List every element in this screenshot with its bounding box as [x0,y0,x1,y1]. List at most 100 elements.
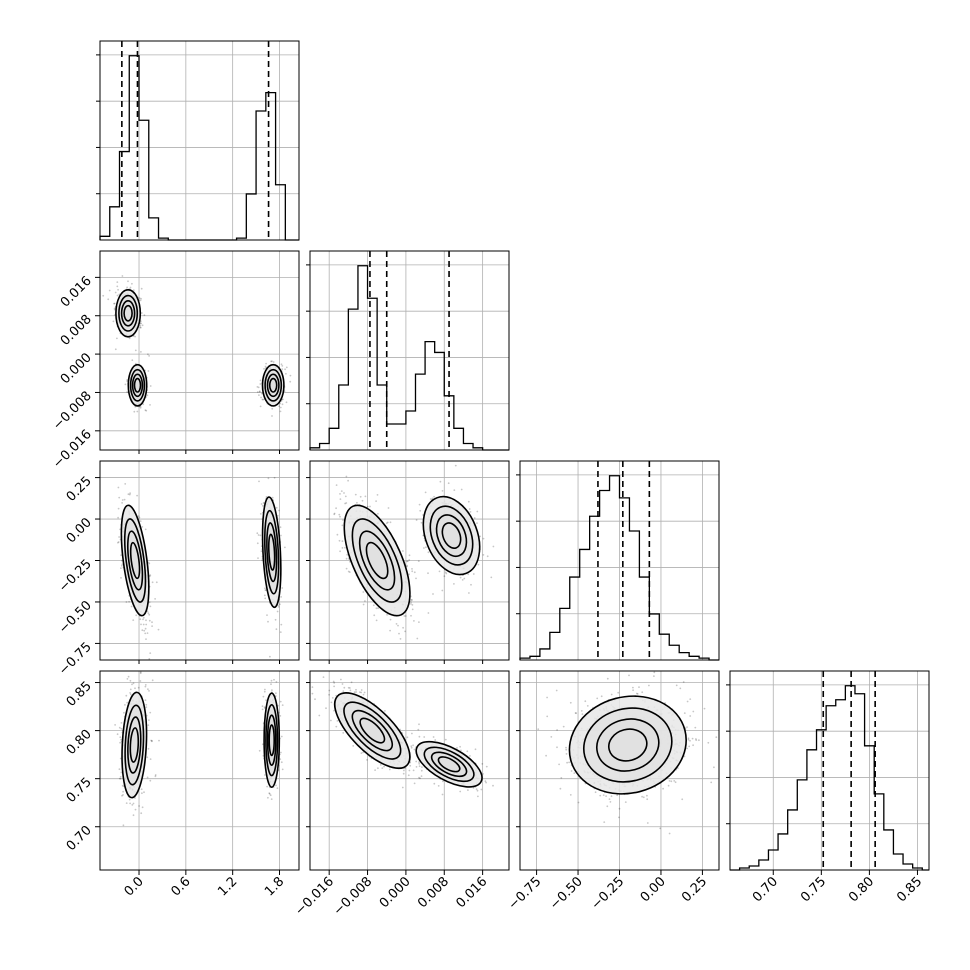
scatter-point [407,774,410,777]
scatter-point [442,780,444,783]
scatter-point [132,802,135,805]
scatter-point [632,689,634,692]
scatter-point [364,495,367,498]
scatter-point [600,695,603,698]
hist-step-1 [309,265,509,451]
scatter-point [617,691,620,694]
scatter-point [376,494,379,496]
scatter-point [438,570,441,573]
scatter-point [373,614,376,617]
scatter-point [275,692,277,695]
scatter-point [412,769,415,772]
scatter-point [261,398,264,401]
scatter-point [404,615,407,617]
scatter-point [124,383,127,386]
scatter-point [410,745,413,748]
scatter-point [113,302,115,305]
scatter-point [266,614,268,616]
scatter-point [140,812,143,815]
scatter-point [375,500,377,502]
scatter-point [118,768,121,771]
scatter-point [328,689,331,692]
scatter-point [333,709,335,712]
scatter-point [135,614,138,617]
scatter-point [418,761,420,763]
scatter-point [141,324,144,327]
scatter-point [444,571,447,574]
contour-1-0-2 [123,518,147,603]
scatter-point [360,752,363,754]
scatter-point [618,807,621,810]
scatter-point [276,787,279,790]
scatter-point [280,751,282,754]
scatter-point [258,480,260,483]
scatter-point [116,337,118,340]
contour-0-0-2 [118,294,139,332]
scatter-point [265,362,267,365]
scatter-point [482,773,484,775]
scatter-point [423,547,425,549]
scatter-point [145,619,147,622]
scatter-point [151,621,153,624]
scatter-point [683,712,686,714]
scatter-point [569,701,572,704]
scatter-point [127,280,129,283]
scatter-point [279,758,282,760]
scatter-point [467,789,469,791]
scatter-point [411,608,414,611]
scatter-point [140,287,143,290]
contour-3-0-3 [121,691,148,799]
scatter-point [272,361,275,363]
contour-3-0-0 [129,727,140,763]
contour-3-1-2 [265,704,279,777]
contour-1-1-3 [261,496,282,609]
scatter-point [147,688,149,691]
scatter-point [410,599,413,601]
scatter-point [352,745,355,747]
scatter-point [686,726,688,728]
scatter-point [388,768,391,771]
contour-0-1-1 [131,373,144,398]
scatter-point [476,789,479,792]
scatter-point [362,693,365,696]
scatter-point [147,747,150,750]
scatter-point [274,667,276,669]
scatter-point [116,281,119,283]
scatter-point [149,652,152,654]
scatter-point [277,606,280,608]
scatter-point [546,696,548,699]
scatter-point [410,601,412,603]
scatter-point [121,275,124,277]
scatter-point [682,681,685,683]
scatter-point [263,706,266,708]
scatter-point [120,738,122,741]
scatter-point [126,379,129,381]
scatter-point [484,780,487,783]
scatter-point [345,567,348,570]
scatter-point [157,628,160,631]
scatter-point [349,687,351,689]
scatter-point [333,513,336,516]
scatter-point [261,743,264,746]
scatter-point [375,619,378,622]
scatter-point [387,507,390,509]
scatter-point [141,526,144,528]
scatter-point [345,557,348,560]
scatter-point [342,519,344,521]
scatter-point [273,678,275,681]
scatter-point [149,605,152,608]
scatter-point [119,757,122,760]
scatter-point [136,410,139,413]
scatter-point [118,496,121,499]
scatter-point [123,711,125,714]
scatter-point [113,308,116,311]
scatter-point [281,768,284,771]
scatter-point [138,297,141,299]
scatter-point [124,483,127,485]
scatter-point [151,739,153,742]
scatter-point [268,793,271,795]
scatter-point [148,562,151,565]
scatter-point [278,509,280,512]
scatter-point [385,522,388,525]
scatter-point [374,769,376,771]
